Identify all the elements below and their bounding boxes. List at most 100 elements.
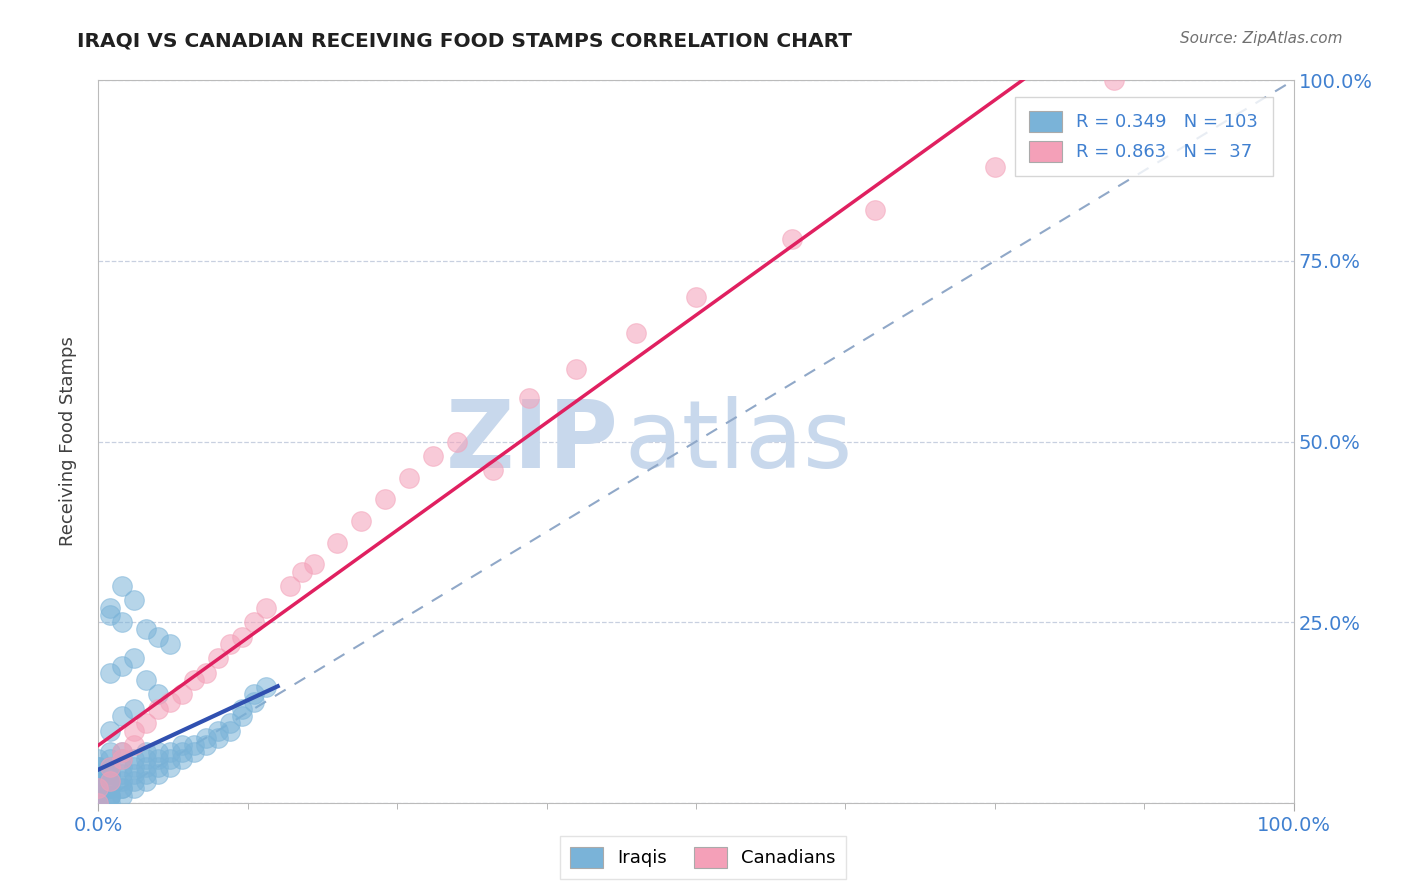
Point bbox=[219, 723, 242, 738]
Point bbox=[87, 796, 110, 810]
Point bbox=[87, 781, 110, 796]
Point bbox=[254, 680, 277, 694]
Point bbox=[111, 774, 134, 789]
Point bbox=[302, 558, 325, 572]
Point bbox=[87, 752, 110, 766]
Point bbox=[98, 767, 122, 781]
Point bbox=[159, 745, 181, 759]
Point bbox=[183, 673, 205, 687]
Point bbox=[87, 781, 110, 796]
Point bbox=[231, 709, 253, 723]
Point bbox=[111, 658, 134, 673]
Point bbox=[481, 463, 505, 477]
Point bbox=[148, 687, 170, 701]
Point bbox=[172, 745, 194, 759]
Point bbox=[87, 781, 110, 796]
Point bbox=[195, 665, 218, 680]
Point bbox=[87, 760, 110, 774]
Point bbox=[159, 752, 181, 766]
Point bbox=[87, 789, 110, 803]
Point bbox=[278, 579, 301, 593]
Point bbox=[398, 470, 420, 484]
Point bbox=[98, 774, 122, 789]
Point bbox=[565, 362, 588, 376]
Point bbox=[98, 774, 122, 789]
Legend: R = 0.349   N = 103, R = 0.863   N =  37: R = 0.349 N = 103, R = 0.863 N = 37 bbox=[1015, 96, 1272, 176]
Point bbox=[87, 789, 110, 803]
Point bbox=[231, 630, 253, 644]
Point bbox=[159, 695, 181, 709]
Point bbox=[195, 738, 218, 752]
Point bbox=[159, 637, 181, 651]
Point bbox=[135, 752, 157, 766]
Point bbox=[111, 767, 134, 781]
Point bbox=[135, 623, 157, 637]
Point bbox=[446, 434, 468, 449]
Point bbox=[87, 789, 110, 803]
Point bbox=[111, 781, 134, 796]
Point bbox=[87, 774, 110, 789]
Point bbox=[172, 687, 194, 701]
Point bbox=[231, 702, 253, 716]
Point bbox=[148, 760, 170, 774]
Point bbox=[98, 752, 122, 766]
Point bbox=[124, 767, 146, 781]
Point bbox=[195, 731, 218, 745]
Point bbox=[135, 767, 157, 781]
Point bbox=[326, 535, 349, 549]
Point bbox=[148, 767, 170, 781]
Point bbox=[148, 752, 170, 766]
Point bbox=[207, 731, 229, 745]
Point bbox=[243, 615, 266, 630]
Point bbox=[98, 600, 122, 615]
Point bbox=[87, 796, 110, 810]
Point bbox=[1104, 73, 1126, 87]
Point bbox=[148, 702, 170, 716]
Point bbox=[291, 565, 314, 579]
Point bbox=[254, 600, 277, 615]
Y-axis label: Receiving Food Stamps: Receiving Food Stamps bbox=[59, 336, 77, 547]
Point bbox=[98, 665, 122, 680]
Point bbox=[219, 637, 242, 651]
Point bbox=[98, 789, 122, 803]
Point bbox=[98, 607, 122, 622]
Point bbox=[984, 160, 1007, 174]
Text: IRAQI VS CANADIAN RECEIVING FOOD STAMPS CORRELATION CHART: IRAQI VS CANADIAN RECEIVING FOOD STAMPS … bbox=[77, 31, 852, 50]
Point bbox=[87, 767, 110, 781]
Point bbox=[87, 774, 110, 789]
Point bbox=[87, 789, 110, 803]
Point bbox=[124, 760, 146, 774]
Point bbox=[517, 391, 540, 405]
Point bbox=[124, 723, 146, 738]
Point bbox=[87, 796, 110, 810]
Point bbox=[422, 449, 444, 463]
Point bbox=[98, 774, 122, 789]
Point bbox=[87, 796, 110, 810]
Point bbox=[98, 760, 122, 774]
Point bbox=[111, 709, 134, 723]
Point bbox=[111, 615, 134, 630]
Point bbox=[243, 687, 266, 701]
Point bbox=[124, 781, 146, 796]
Point bbox=[124, 738, 146, 752]
Point bbox=[87, 781, 110, 796]
Point bbox=[87, 767, 110, 781]
Point bbox=[87, 781, 110, 796]
Point bbox=[135, 673, 157, 687]
Point bbox=[111, 752, 134, 766]
Point bbox=[124, 752, 146, 766]
Point bbox=[148, 630, 170, 644]
Point bbox=[124, 593, 146, 607]
Point bbox=[98, 781, 122, 796]
Point bbox=[135, 774, 157, 789]
Text: atlas: atlas bbox=[624, 395, 852, 488]
Point bbox=[87, 760, 110, 774]
Point bbox=[243, 695, 266, 709]
Point bbox=[183, 738, 205, 752]
Point bbox=[87, 774, 110, 789]
Point bbox=[87, 796, 110, 810]
Point bbox=[135, 716, 157, 731]
Point bbox=[111, 745, 134, 759]
Point bbox=[350, 514, 373, 528]
Point bbox=[172, 752, 194, 766]
